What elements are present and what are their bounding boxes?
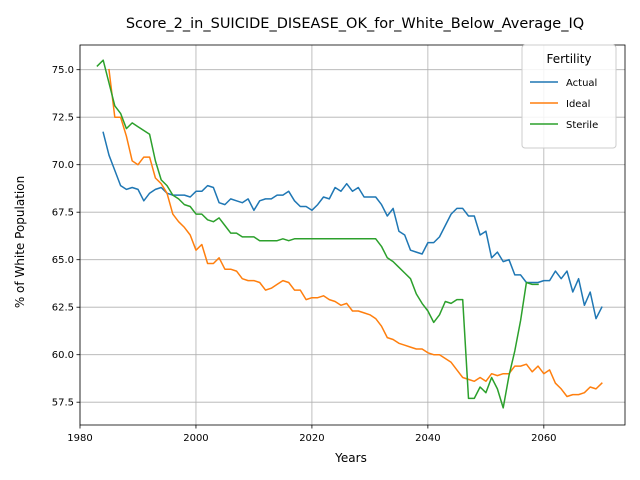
y-axis-label: % of White Population [13,176,27,308]
legend-title: Fertility [546,52,591,66]
series-line-actual [102,131,603,320]
legend-entries: Actual Ideal Sterile [530,78,598,131]
chart-title: Score_2_in_SUICIDE_DISEASE_OK_for_White_… [126,16,584,32]
x-tick-label: 2020 [299,433,324,444]
grid [79,45,625,425]
y-tick-label: 70.0 [52,160,74,171]
legend-label-ideal: Ideal [566,99,590,110]
x-tick-label: 2000 [183,433,208,444]
series-lines [96,59,603,409]
legend-box [521,44,617,149]
x-tick-label: 2060 [531,433,556,444]
axis-ticks: 1980 2000 2020 2040 2060 57.5 60.0 62.5 65.0 67.5… [52,65,557,444]
plot-frame [79,44,626,426]
y-tick-label: 67.5 [52,208,74,219]
x-axis-label: Years [334,451,367,465]
x-tick-label: 1980 [67,433,92,444]
legend-label-actual: Actual [566,78,597,89]
y-tick-label: 57.5 [52,398,74,409]
y-tick-label: 60.0 [52,350,74,361]
y-tick-label: 62.5 [52,303,74,314]
legend-label-sterile: Sterile [566,120,598,131]
x-tick-label: 2040 [415,433,440,444]
y-tick-label: 65.0 [52,255,74,266]
series-line-ideal [108,68,603,398]
legend: Fertility Actual Ideal Sterile [521,44,617,149]
y-tick-label: 75.0 [52,65,74,76]
y-tick-label: 72.5 [52,113,74,124]
series-line-sterile [96,59,539,409]
